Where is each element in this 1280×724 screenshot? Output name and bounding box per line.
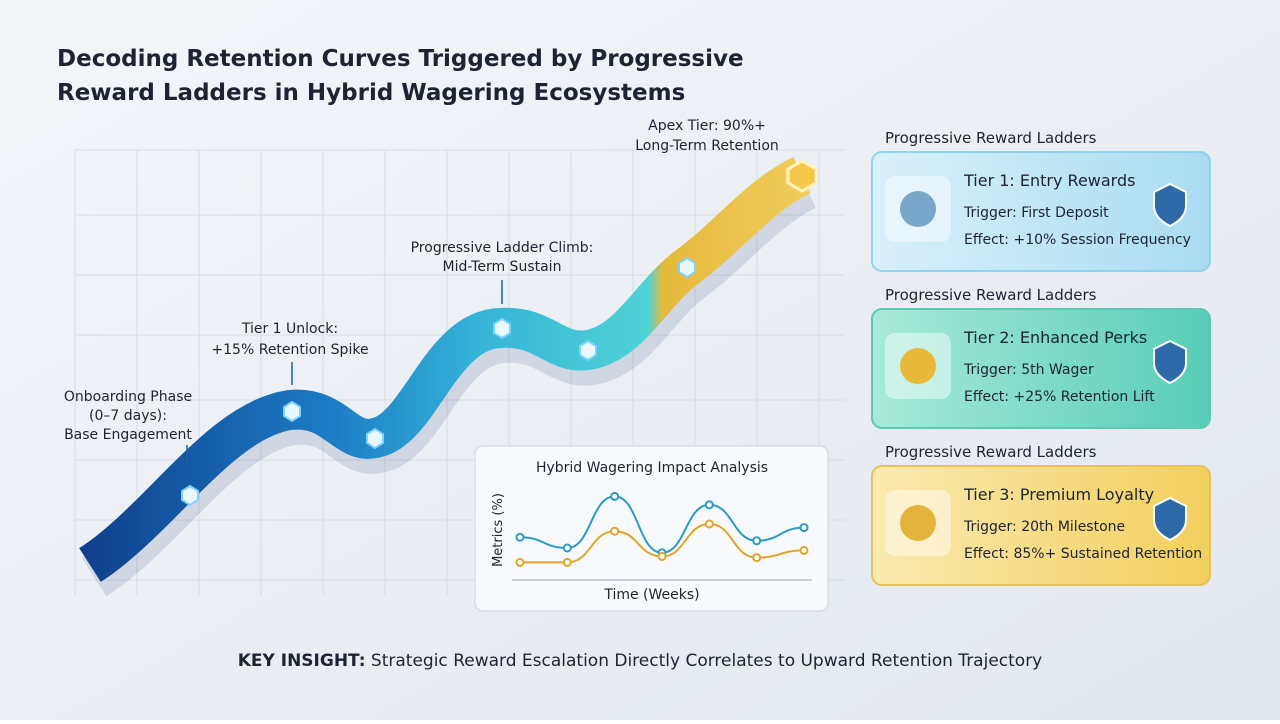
card-title: Tier 2: Enhanced Perks xyxy=(963,328,1147,347)
card-badge xyxy=(1153,182,1187,228)
annotation: Onboarding Phase xyxy=(64,389,192,405)
series-point xyxy=(799,545,809,555)
title-line: Decoding Retention Curves Triggered by P… xyxy=(57,46,744,72)
card-effect: Effect: 85%+ Sustained Retention xyxy=(964,546,1202,562)
card-effect: Effect: +10% Session Frequency xyxy=(964,232,1191,248)
card-icon xyxy=(900,348,936,384)
series-point xyxy=(562,543,572,553)
inset-x-label: Time (Weeks) xyxy=(603,587,699,603)
series-point xyxy=(562,557,572,567)
card-heading: Progressive Reward Ladders xyxy=(885,286,1097,304)
series-point xyxy=(704,500,714,510)
annotation: (0–7 days): xyxy=(89,408,167,424)
inset-panel xyxy=(474,445,829,612)
series-point xyxy=(752,553,762,563)
annotation: Progressive Ladder Climb: xyxy=(411,240,594,256)
card-heading: Progressive Reward Ladders xyxy=(885,129,1097,147)
card-trigger: Trigger: 20th Milestone xyxy=(963,519,1125,535)
key-insight-label: KEY INSIGHT: xyxy=(238,651,366,671)
annotation: Mid-Term Sustain xyxy=(443,259,562,275)
key-insight-text: Strategic Reward Escalation Directly Cor… xyxy=(366,651,1043,671)
card-badge xyxy=(1153,339,1187,385)
inset-title: Hybrid Wagering Impact Analysis xyxy=(536,460,768,476)
annotations: Onboarding Phase (0–7 days): Base Engage… xyxy=(64,118,779,443)
card xyxy=(871,308,1211,429)
inset-plot xyxy=(515,491,809,567)
key-insight: KEY INSIGHT: Strategic Reward Escalation… xyxy=(238,651,1043,671)
card xyxy=(871,151,1211,272)
series-point xyxy=(799,523,809,533)
leader-lines xyxy=(186,280,503,463)
series-point xyxy=(752,536,762,546)
series-point xyxy=(515,532,525,542)
series-point xyxy=(704,519,714,529)
card-title: Tier 3: Premium Loyalty xyxy=(963,485,1154,504)
inset-y-label: Metrics (%) xyxy=(491,493,506,567)
card-heading: Progressive Reward Ladders xyxy=(885,443,1097,461)
card-title: Tier 1: Entry Rewards xyxy=(963,171,1135,190)
annotation: Tier 1 Unlock: xyxy=(241,321,338,337)
title-line: Reward Ladders in Hybrid Wagering Ecosys… xyxy=(57,80,685,106)
series-point xyxy=(610,491,620,501)
card-badge xyxy=(1153,496,1187,542)
cards: Progressive Reward Ladders Tier 1: Entry … xyxy=(871,129,1211,586)
card-icon xyxy=(900,505,936,541)
card-trigger: Trigger: 5th Wager xyxy=(963,362,1094,378)
series-point xyxy=(657,551,667,561)
card-icon xyxy=(900,191,936,227)
card-trigger: Trigger: First Deposit xyxy=(963,205,1109,221)
series-point xyxy=(515,557,525,567)
curve-nodes xyxy=(181,159,818,507)
annotation: Long-Term Retention xyxy=(635,138,779,154)
annotation: +15% Retention Spike xyxy=(211,342,368,358)
card-effect: Effect: +25% Retention Lift xyxy=(964,389,1155,405)
annotation: Apex Tier: 90%+ xyxy=(648,118,766,134)
annotation: Base Engagement xyxy=(64,427,192,443)
card xyxy=(871,465,1211,586)
series-point xyxy=(610,526,620,536)
